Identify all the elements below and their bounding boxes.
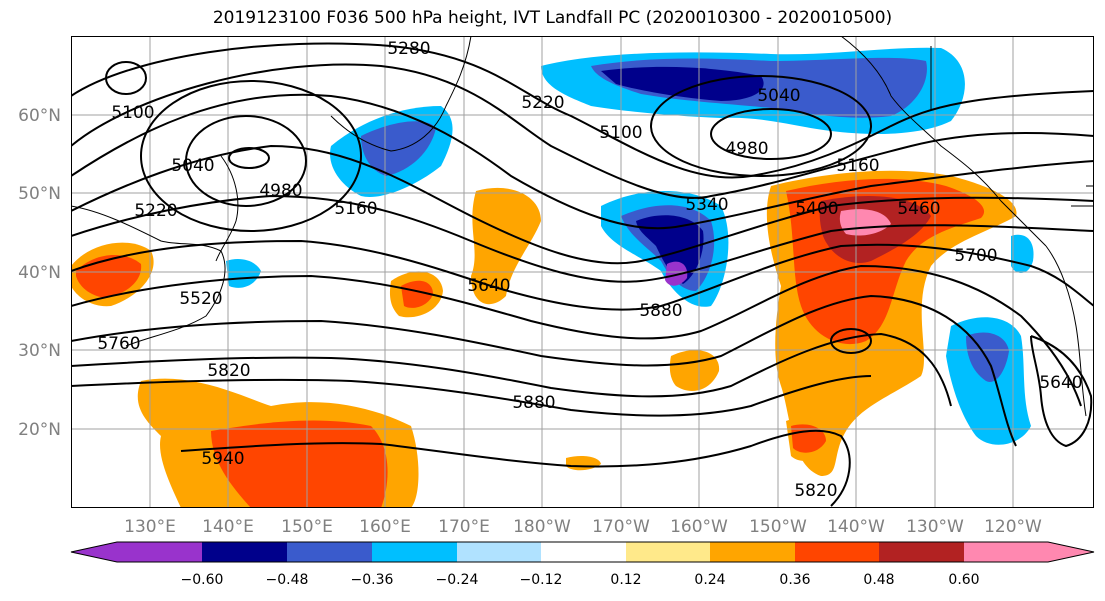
contour-label: 5340 <box>685 195 728 215</box>
colorbar-segment <box>626 542 710 562</box>
lat-label: 50°N <box>18 184 61 204</box>
contour-label: 5520 <box>179 289 222 309</box>
contour-label: 5820 <box>794 481 837 501</box>
lon-label: 140°E <box>202 517 254 537</box>
lat-label: 30°N <box>18 341 61 361</box>
contour-label: 5700 <box>954 246 997 266</box>
colorbar-tick-label: −0.36 <box>351 572 394 588</box>
colorbar-segment <box>202 542 287 562</box>
lon-label: 120°W <box>984 517 1042 537</box>
contour-label: 5400 <box>795 199 838 219</box>
lon-label: 140°W <box>827 517 885 537</box>
contour-label: 5160 <box>334 199 377 219</box>
colorbar-segment <box>964 542 1048 562</box>
contour-label: 5040 <box>757 86 800 106</box>
colorbar-segment <box>879 542 964 562</box>
colorbar-segment <box>541 542 626 562</box>
colorbar-tick-label: −0.48 <box>266 572 309 588</box>
colorbar-under-triangle <box>71 542 117 562</box>
colorbar-segment <box>117 542 202 562</box>
contour-label: 5880 <box>512 393 555 413</box>
lon-label: 160°E <box>359 517 411 537</box>
lon-label: 150°E <box>281 517 333 537</box>
contour-label: 5220 <box>134 201 177 221</box>
contour-label: 5640 <box>1039 373 1082 393</box>
lon-label: 160°W <box>670 517 728 537</box>
colorbar-segment <box>287 542 372 562</box>
lat-label: 40°N <box>18 263 61 283</box>
contour-label: 5640 <box>467 276 510 296</box>
colorbar-tick-label: −0.12 <box>520 572 563 588</box>
contour-label: 5880 <box>639 301 682 321</box>
contour-label: 5460 <box>897 199 940 219</box>
colorbar-tick-label: 0.36 <box>779 572 810 588</box>
lat-label: 20°N <box>18 420 61 440</box>
colorbar-segment <box>795 542 879 562</box>
colorbar-tick-label: 0.12 <box>610 572 641 588</box>
colorbar-over-triangle <box>1048 542 1094 562</box>
colorbar-tick-label: 0.48 <box>863 572 894 588</box>
contour-label: 5100 <box>111 103 154 123</box>
contour-label: 5820 <box>207 361 250 381</box>
colorbar-segment <box>372 542 457 562</box>
contour-label: 4980 <box>259 181 302 201</box>
coastlines <box>71 36 1094 417</box>
contour-label: 4980 <box>725 139 768 159</box>
lon-label: 130°W <box>906 517 964 537</box>
lon-label: 170°E <box>438 517 490 537</box>
lon-label: 180°W <box>513 517 571 537</box>
colorbar-tick-label: 0.60 <box>948 572 979 588</box>
colorbar-tick-label: −0.24 <box>436 572 479 588</box>
contour-label: 5100 <box>599 123 642 143</box>
lat-label: 60°N <box>18 106 61 126</box>
contour-label: 5040 <box>171 156 214 176</box>
contour-label-group: 5280 5100 5040 4980 5220 5100 5040 4980 … <box>97 39 1082 501</box>
map-title: 2019123100 F036 500 hPa height, IVT Land… <box>212 8 893 28</box>
colorbar-tick-label: 0.24 <box>694 572 725 588</box>
lon-label: 170°W <box>592 517 650 537</box>
colorbar <box>70 541 1095 563</box>
colorbar-tick-label: −0.60 <box>181 572 224 588</box>
lon-label: 130°E <box>124 517 176 537</box>
colorbar-segment <box>710 542 795 562</box>
height-contours <box>71 42 1094 507</box>
contour-label: 5280 <box>387 39 430 59</box>
map-gridlines <box>71 36 1094 508</box>
contour-label: 5940 <box>201 449 244 469</box>
contour-label: 5220 <box>521 93 564 113</box>
contour-label: 5160 <box>836 156 879 176</box>
map-panel: 5280 5100 5040 4980 5220 5100 5040 4980 … <box>71 36 1094 508</box>
colorbar-segment <box>457 542 541 562</box>
lon-label: 150°W <box>749 517 807 537</box>
contour-label: 5760 <box>97 334 140 354</box>
